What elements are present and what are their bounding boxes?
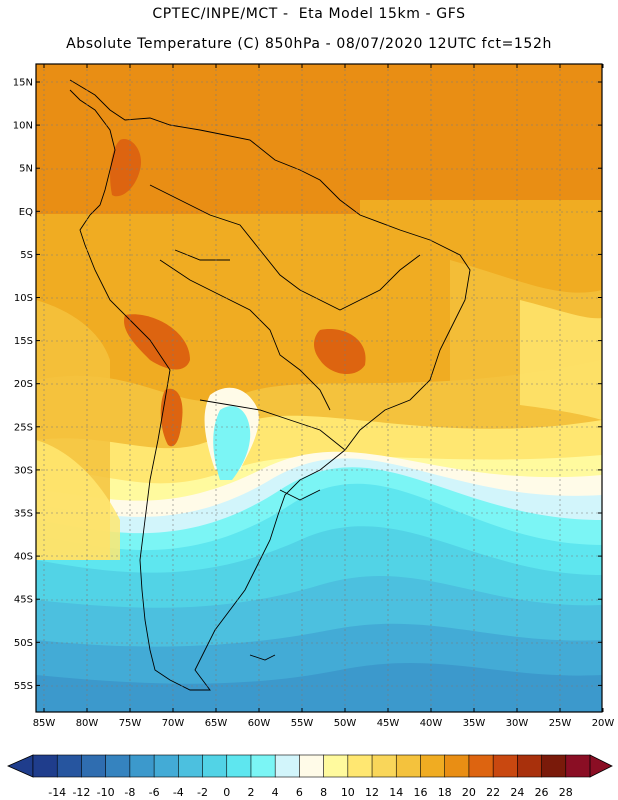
colorbar-label: -12 xyxy=(72,786,90,799)
colorbar-swatch xyxy=(347,754,373,778)
colorbar-label: 20 xyxy=(462,786,476,799)
lon-label: 50W xyxy=(334,718,357,729)
lon-label: 30W xyxy=(506,718,529,729)
lat-label: 15N xyxy=(13,78,33,89)
map-title-variable: Absolute Temperature (C) 850hPa - 08/07/… xyxy=(66,36,552,52)
lon-label: 85W xyxy=(33,718,56,729)
colorbar-swatch xyxy=(129,754,155,778)
coastlines xyxy=(69,79,471,691)
lon-label: 60W xyxy=(248,718,271,729)
lon-label: 55W xyxy=(291,718,314,729)
colorbar-label: 10 xyxy=(341,786,355,799)
lat-label: 10S xyxy=(14,293,33,304)
lon-label: 80W xyxy=(76,718,99,729)
lat-label: 5N xyxy=(19,164,33,175)
lon-label: 25W xyxy=(549,718,572,729)
colorbar-swatch xyxy=(56,754,83,778)
lon-label: 75W xyxy=(119,718,142,729)
colorbar-swatch xyxy=(178,754,204,778)
lat-label: 5S xyxy=(20,250,33,261)
colorbar-swatch xyxy=(32,754,58,778)
colorbar-swatch xyxy=(517,754,543,778)
colorbar-swatch xyxy=(105,754,131,778)
color-scale-labels: -14 -12 -10 -8 -6 -4 -2 0 2 4 6 8 10 12 14 16 18 20 22 24 26… xyxy=(48,786,573,799)
colorbar-swatch xyxy=(202,754,228,778)
colorbar-swatch xyxy=(323,754,349,778)
colorbar-label: -14 xyxy=(48,786,66,799)
colorbar-label: 22 xyxy=(486,786,500,799)
colorbar-swatch xyxy=(395,754,422,778)
colorbar-label: 4 xyxy=(272,786,279,799)
latitude-labels: 15N 10N 5N EQ 5S 10S 15S 20S 25S 30S 35S 40S 45S 50S 5… xyxy=(13,78,33,692)
lat-label: 45S xyxy=(14,595,33,606)
colorbar-swatch xyxy=(299,754,325,778)
colorbar-swatch xyxy=(565,754,591,778)
colorbar-label: 0 xyxy=(223,786,230,799)
graticule xyxy=(36,64,602,712)
colorbar-swatch xyxy=(226,754,252,778)
lat-label: 15S xyxy=(14,336,33,347)
colorbar-swatch xyxy=(420,754,446,778)
lat-label: EQ xyxy=(19,207,33,218)
lat-label: 20S xyxy=(14,379,33,390)
colorbar-high-arrow xyxy=(589,754,613,778)
colorbar-label: 14 xyxy=(389,786,403,799)
colorbar-label: 6 xyxy=(296,786,303,799)
lon-label: 65W xyxy=(205,718,228,729)
colorbar-label: -4 xyxy=(173,786,184,799)
colorbar-label: 24 xyxy=(510,786,524,799)
lat-label: 10N xyxy=(13,121,33,132)
lon-label: 35W xyxy=(463,718,486,729)
lon-label: 40W xyxy=(420,718,443,729)
map-frame xyxy=(35,63,603,713)
lat-label: 25S xyxy=(14,422,33,433)
lat-label: 35S xyxy=(14,509,33,520)
colorbar-label: -2 xyxy=(197,786,208,799)
colorbar-swatch xyxy=(153,754,179,778)
colorbar-label: -10 xyxy=(97,786,115,799)
colorbar-label: 28 xyxy=(559,786,573,799)
colorbar-swatch xyxy=(492,754,518,778)
colorbar-label: -8 xyxy=(124,786,135,799)
colorbar-label: 8 xyxy=(320,786,327,799)
lon-label: 45W xyxy=(377,718,400,729)
colorbar-label: -6 xyxy=(149,786,160,799)
map-title-source: CPTEC/INPE/MCT - Eta Model 15km - GFS xyxy=(152,6,466,22)
color-scale-bar xyxy=(7,754,613,778)
colorbar-label: 12 xyxy=(365,786,379,799)
longitude-labels: 85W 80W 75W 70W 65W 60W 55W 50W 45W 40W 35W 30W 25W 2… xyxy=(33,718,615,729)
lon-label: 20W xyxy=(592,718,615,729)
colorbar-swatch xyxy=(444,754,470,778)
colorbar-label: 18 xyxy=(438,786,452,799)
colorbar-low-arrow xyxy=(7,754,34,778)
colorbar-swatch xyxy=(371,754,397,778)
lat-label: 30S xyxy=(14,465,33,476)
axis-ticks xyxy=(36,64,604,712)
colorbar-label: 26 xyxy=(535,786,549,799)
lat-label: 40S xyxy=(14,552,33,563)
colorbar-label: 2 xyxy=(247,786,254,799)
colorbar-swatch xyxy=(541,754,567,778)
lat-label: 50S xyxy=(14,638,33,649)
colorbar-swatch xyxy=(468,754,494,778)
lon-label: 70W xyxy=(162,718,185,729)
lat-label: 55S xyxy=(14,681,33,692)
colorbar-swatch xyxy=(81,754,107,778)
colorbar-swatch xyxy=(250,754,276,778)
colorbar-label: 16 xyxy=(413,786,427,799)
colorbar-swatch xyxy=(274,754,300,778)
temperature-field xyxy=(36,64,602,712)
